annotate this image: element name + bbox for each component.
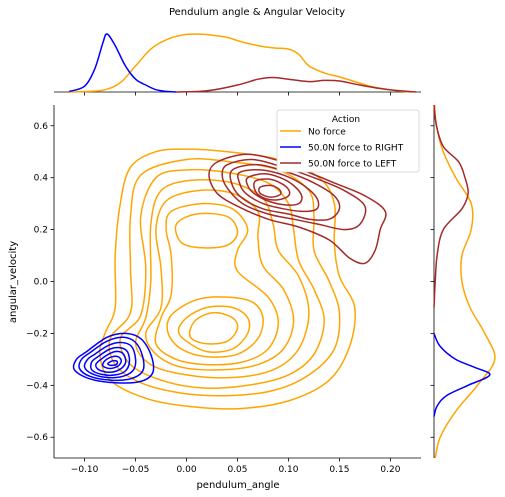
axes: −0.10 −0.05 0.00 0.05 0.10 0.15 0.20 −0.6 −0.4 −0… [26,105,421,475]
x-tick-label: 0.00 [177,465,197,475]
legend-label-no-force: No force [308,128,346,138]
contour-50-0n-force-to-right-level-4 [89,346,131,376]
legend-label-force-left: 50.0N force to LEFT [308,160,397,170]
y-tick-label: 0.4 [34,174,49,184]
x-tick-label: −0.05 [122,465,150,475]
top-marginal-kde [54,33,421,96]
contour-no-force-level-7-1 [174,212,239,249]
contour-no-force-level-2 [108,157,341,397]
x-tick-label: 0.10 [278,465,298,475]
kde-contours [72,148,387,410]
contour-no-force-level-6-2 [166,296,264,358]
x-tick-label: 0.05 [227,465,247,475]
contour-no-force-level-8 [188,311,239,345]
contour-50-0n-force-to-left-level-7 [258,184,282,198]
contour-group-50-0n-force-to-right [72,332,155,384]
contour-50-0n-force-to-left-level-3 [229,163,341,221]
y-tick-label: −0.6 [26,433,48,443]
contour-50-0n-force-to-right-level-5 [95,350,127,374]
y-tick-label: −0.2 [26,329,48,339]
right-kde-50-0n-force-to-right [433,333,491,417]
contour-50-0n-force-to-right-level-6 [101,355,123,370]
chart-title: Pendulum angle & Angular Velocity [169,7,345,18]
y-tick-label: 0.6 [34,122,49,132]
contour-no-force-level-6-1 [154,202,280,366]
top-kde-50-0n-force-to-right [69,33,177,93]
x-tick-label: 0.15 [329,465,349,475]
contour-50-0n-force-to-right-level-2 [78,336,145,382]
y-tick-label: 0.2 [34,226,48,236]
contour-50-0n-force-to-right-level-7 [107,359,119,367]
x-axis-label: pendulum_angle [196,480,279,491]
legend-entry-force-left: 50.0N force to LEFT [280,160,397,170]
x-tick-label: 0.20 [380,465,400,475]
contour-50-0n-force-to-left-level-5 [245,173,303,206]
main-plot-area [72,148,387,410]
right-kde-no-force [433,104,496,459]
legend: Action No force 50.0N force to RIGHT 50.… [276,109,420,173]
legend-entry-force-right: 50.0N force to RIGHT [280,144,404,154]
legend-title: Action [332,115,360,125]
top-kde-50-0n-force-to-left [176,76,416,93]
contour-no-force-level-7-2 [177,305,251,353]
top-kde-no-force [69,33,411,93]
contour-no-force-level-3 [119,168,325,389]
contour-50-0n-force-to-left-level-6 [253,178,291,201]
legend-entry-no-force: No force [280,128,346,138]
right-marginal-kde [430,104,496,459]
contour-50-0n-force-to-right-level-3 [83,341,137,379]
contour-50-0n-force-to-left-level-4 [236,169,320,213]
legend-label-force-right: 50.0N force to RIGHT [308,144,404,154]
right-kde-50-0n-force-to-left [433,104,469,308]
y-axis-label: angular_velocity [8,241,19,323]
x-tick-label: −0.10 [71,465,99,475]
contour-50-0n-force-to-right-level-1 [72,332,155,384]
y-tick-label: −0.4 [26,381,48,391]
legend-frame [276,109,420,173]
y-tick-label: 0.0 [34,278,49,288]
